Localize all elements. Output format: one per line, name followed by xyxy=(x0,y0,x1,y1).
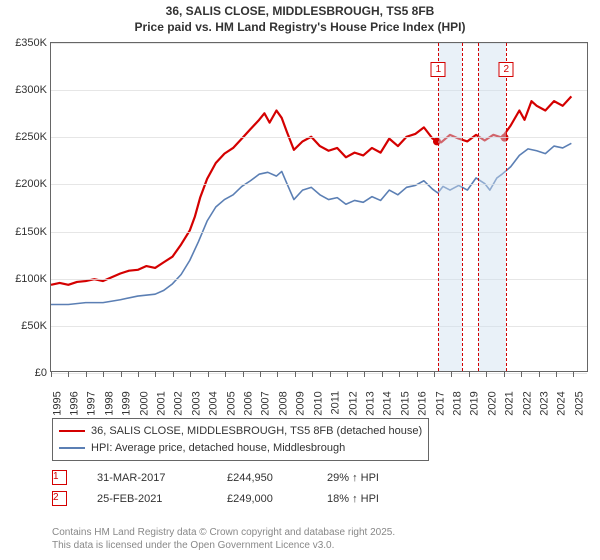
x-axis-label: 1995 xyxy=(51,391,63,415)
x-axis-label: 2007 xyxy=(260,391,272,415)
x-axis-label: 2023 xyxy=(539,391,551,415)
x-axis-label: 1997 xyxy=(86,391,98,415)
y-axis-label: £250K xyxy=(1,131,47,143)
x-axis-label: 2006 xyxy=(243,391,255,415)
x-axis-label: 2003 xyxy=(190,391,202,415)
legend-swatch xyxy=(59,447,85,449)
legend-row: 36, SALIS CLOSE, MIDDLESBROUGH, TS5 8FB … xyxy=(59,423,422,440)
plot-area: £0£50K£100K£150K£200K£250K£300K£350K1995… xyxy=(50,42,588,372)
band-edge-line xyxy=(478,43,479,371)
sale-date: 25-FEB-2021 xyxy=(97,493,197,505)
x-axis-label: 2014 xyxy=(382,391,394,415)
sale-date: 31-MAR-2017 xyxy=(97,472,197,484)
attribution-footer: Contains HM Land Registry data © Crown c… xyxy=(52,526,395,552)
x-axis-label: 2012 xyxy=(347,391,359,415)
sale-price: £249,000 xyxy=(227,493,297,505)
sales-row: 2 25-FEB-2021 £249,000 18% ↑ HPI xyxy=(52,491,407,506)
highlight-band xyxy=(438,43,462,371)
x-axis-label: 2011 xyxy=(330,391,342,415)
x-axis-label: 2004 xyxy=(208,391,220,415)
sales-table: 1 31-MAR-2017 £244,950 29% ↑ HPI 2 25-FEB-202… xyxy=(52,470,407,512)
sale-marker: 2 xyxy=(499,62,514,77)
x-axis-label: 2002 xyxy=(173,391,185,415)
chart-container: 36, SALIS CLOSE, MIDDLESBROUGH, TS5 8FB … xyxy=(0,0,600,560)
legend-label: HPI: Average price, detached house, Midd… xyxy=(91,440,345,457)
highlight-band xyxy=(478,43,507,371)
x-axis-label: 2000 xyxy=(138,391,150,415)
y-gridline xyxy=(51,373,587,374)
band-edge-line xyxy=(506,43,507,371)
legend-box: 36, SALIS CLOSE, MIDDLESBROUGH, TS5 8FB … xyxy=(52,418,429,461)
x-axis-label: 2021 xyxy=(504,391,516,415)
x-axis-label: 2009 xyxy=(295,391,307,415)
sale-marker: 1 xyxy=(431,62,446,77)
y-axis-label: £50K xyxy=(1,320,47,332)
x-axis-label: 2001 xyxy=(155,391,167,415)
legend-label: 36, SALIS CLOSE, MIDDLESBROUGH, TS5 8FB … xyxy=(91,423,422,440)
x-axis-label: 2008 xyxy=(277,391,289,415)
sale-diff-hpi: 18% ↑ HPI xyxy=(327,493,407,505)
x-axis-label: 2005 xyxy=(225,391,237,415)
x-axis-label: 2020 xyxy=(486,391,498,415)
legend-row: HPI: Average price, detached house, Midd… xyxy=(59,440,422,457)
x-axis-label: 2019 xyxy=(469,391,481,415)
x-axis-label: 1999 xyxy=(121,391,133,415)
sale-marker-ref: 2 xyxy=(52,491,67,506)
x-axis-label: 2025 xyxy=(573,391,585,415)
x-axis-label: 2018 xyxy=(451,391,463,415)
title-address: 36, SALIS CLOSE, MIDDLESBROUGH, TS5 8FB xyxy=(0,4,600,20)
x-axis-label: 2022 xyxy=(521,391,533,415)
y-axis-label: £0 xyxy=(1,367,47,379)
sale-diff-hpi: 29% ↑ HPI xyxy=(327,472,407,484)
x-axis-label: 2016 xyxy=(417,391,429,415)
x-axis-label: 2015 xyxy=(399,391,411,415)
band-edge-line xyxy=(438,43,439,371)
x-axis-label: 1996 xyxy=(68,391,80,415)
y-axis-label: £300K xyxy=(1,84,47,96)
y-axis-label: £350K xyxy=(1,37,47,49)
title-subtitle: Price paid vs. HM Land Registry's House … xyxy=(0,20,600,36)
x-axis-label: 2017 xyxy=(434,391,446,415)
y-axis-label: £200K xyxy=(1,178,47,190)
y-axis-label: £150K xyxy=(1,226,47,238)
legend-swatch xyxy=(59,430,85,432)
x-axis-label: 2024 xyxy=(556,391,568,415)
sale-price: £244,950 xyxy=(227,472,297,484)
sales-row: 1 31-MAR-2017 £244,950 29% ↑ HPI xyxy=(52,470,407,485)
x-axis-label: 2010 xyxy=(312,391,324,415)
footer-line: This data is licensed under the Open Gov… xyxy=(52,539,395,552)
x-axis-label: 2013 xyxy=(364,391,376,415)
chart-titles: 36, SALIS CLOSE, MIDDLESBROUGH, TS5 8FB … xyxy=(0,0,600,35)
x-axis-label: 1998 xyxy=(103,391,115,415)
footer-line: Contains HM Land Registry data © Crown c… xyxy=(52,526,395,539)
sale-marker-ref: 1 xyxy=(52,470,67,485)
band-edge-line xyxy=(462,43,463,371)
y-axis-label: £100K xyxy=(1,273,47,285)
